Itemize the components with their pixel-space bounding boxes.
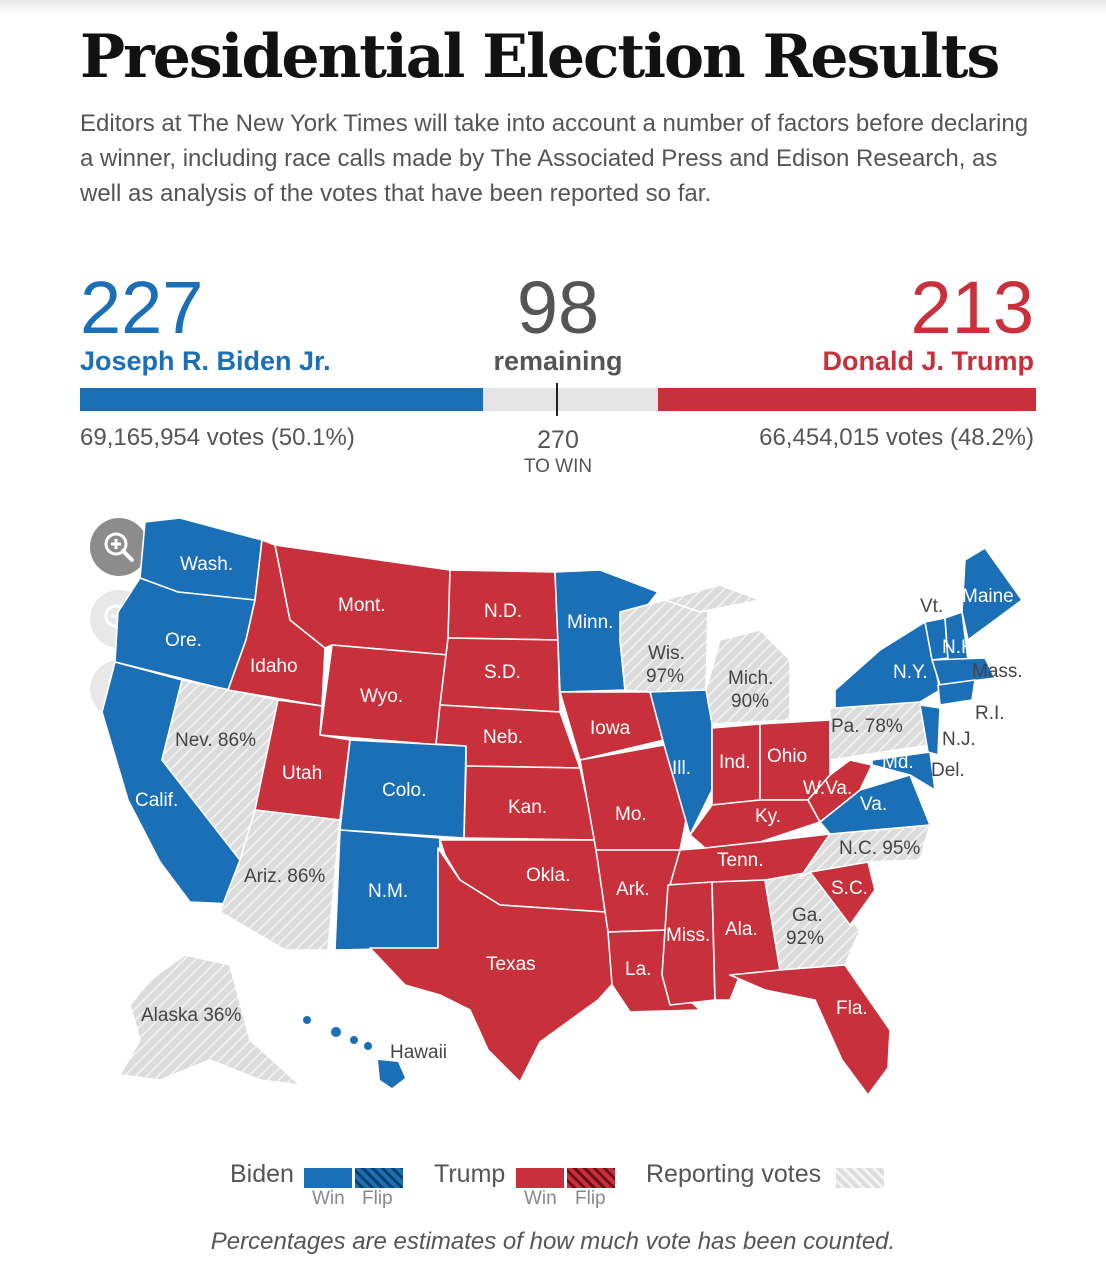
label-alaska: Alaska 36% bbox=[141, 1005, 241, 1026]
electoral-vote-bar bbox=[80, 383, 1036, 416]
label-mich-pct: 90% bbox=[731, 691, 769, 712]
state-texas[interactable] bbox=[369, 847, 626, 1083]
legend-biden-flip-label: Flip bbox=[362, 1188, 393, 1209]
label-pa: Pa. 78% bbox=[831, 716, 903, 737]
state-ariz[interactable] bbox=[219, 809, 341, 951]
label-ky: Ky. bbox=[755, 806, 781, 827]
label-miss: Miss. bbox=[666, 925, 710, 946]
map-legend: Biden Win Flip Trump Win Flip Reporting … bbox=[0, 1160, 1106, 1220]
label-texas: Texas bbox=[486, 954, 536, 975]
trump-popular-votes: 66,454,015 votes (48.2%) bbox=[759, 424, 1034, 451]
label-wyo: Wyo. bbox=[360, 686, 403, 707]
state-maine[interactable] bbox=[961, 547, 1023, 641]
remaining-electoral-votes: 98 bbox=[516, 266, 600, 349]
label-nc: N.C. 95% bbox=[839, 838, 920, 859]
legend-reporting-swatch bbox=[836, 1168, 884, 1188]
trump-bar-segment bbox=[657, 388, 1036, 411]
label-vt: Vt. bbox=[920, 596, 943, 617]
label-kan: Kan. bbox=[508, 797, 547, 818]
zoom-in-button[interactable] bbox=[90, 518, 148, 576]
label-tenn: Tenn. bbox=[717, 850, 763, 871]
label-hawaii: Hawaii bbox=[390, 1042, 447, 1063]
label-iowa: Iowa bbox=[590, 718, 631, 739]
state-mass[interactable] bbox=[931, 657, 996, 686]
state-md[interactable] bbox=[871, 751, 936, 791]
label-ri: R.I. bbox=[975, 703, 1005, 724]
us-map: Wash. Ore. Calif. Idaho Nev. 86% Mont. W… bbox=[101, 517, 1023, 1096]
label-ore: Ore. bbox=[165, 630, 202, 651]
label-utah: Utah bbox=[282, 763, 322, 784]
270-marker bbox=[556, 383, 558, 416]
label-mont: Mont. bbox=[338, 595, 386, 616]
label-ariz: Ariz. 86% bbox=[244, 866, 325, 887]
label-colo: Colo. bbox=[382, 780, 426, 801]
state-miss[interactable] bbox=[661, 881, 716, 1006]
biden-bar-segment bbox=[80, 388, 484, 411]
label-wash: Wash. bbox=[180, 554, 233, 575]
legend-trump-flip-swatch bbox=[567, 1168, 615, 1188]
state-hawaii[interactable] bbox=[303, 1016, 405, 1088]
legend-biden-flip-swatch bbox=[355, 1168, 403, 1188]
legend-trump-win-label: Win bbox=[524, 1188, 557, 1209]
label-nd: N.D. bbox=[484, 601, 522, 622]
top-shadow bbox=[0, 0, 1106, 14]
label-sd: S.D. bbox=[484, 662, 521, 683]
trump-electoral-votes: 213 bbox=[910, 266, 1034, 349]
label-mass: Mass. bbox=[972, 661, 1023, 682]
label-maine: Maine bbox=[962, 586, 1014, 607]
label-mo: Mo. bbox=[615, 804, 647, 825]
page-title: Presidential Election Results bbox=[80, 22, 1000, 92]
label-idaho: Idaho bbox=[250, 656, 298, 677]
label-wva: W.Va. bbox=[803, 778, 852, 799]
label-del: Del. bbox=[931, 760, 965, 781]
label-la: La. bbox=[625, 959, 651, 980]
label-wis-pct: 97% bbox=[646, 666, 684, 687]
label-ny: N.Y. bbox=[893, 662, 928, 683]
label-fla: Fla. bbox=[836, 998, 868, 1019]
page-description: Editors at The New York Times will take … bbox=[80, 110, 1029, 207]
biden-name: Joseph R. Biden Jr. bbox=[80, 346, 331, 376]
label-wis-name: Wis. bbox=[648, 643, 685, 664]
to-win-value: 270 bbox=[537, 426, 579, 454]
label-ark: Ark. bbox=[616, 879, 650, 900]
label-calif: Calif. bbox=[135, 790, 178, 811]
state-fla[interactable] bbox=[729, 964, 891, 1096]
to-win-label: TO WIN bbox=[523, 456, 593, 477]
legend-trump-win-swatch bbox=[516, 1168, 564, 1188]
label-neb: Neb. bbox=[483, 727, 523, 748]
label-ala: Ala. bbox=[725, 919, 758, 940]
biden-electoral-votes: 227 bbox=[80, 266, 204, 349]
legend-trump-flip-label: Flip bbox=[575, 1188, 606, 1209]
label-mich-name: Mich. bbox=[728, 668, 773, 689]
label-ind: Ind. bbox=[719, 752, 751, 773]
label-nm: N.M. bbox=[368, 881, 408, 902]
legend-biden-win-label: Win bbox=[312, 1188, 345, 1209]
state-mo[interactable] bbox=[579, 744, 691, 851]
zoom-in-icon bbox=[104, 532, 134, 562]
state-nj[interactable] bbox=[919, 704, 941, 756]
legend-trump-label: Trump bbox=[434, 1160, 506, 1188]
label-ga-name: Ga. bbox=[792, 905, 823, 926]
biden-popular-votes: 69,165,954 votes (50.1%) bbox=[80, 424, 355, 451]
label-ga-pct: 92% bbox=[786, 928, 824, 949]
state-alaska[interactable] bbox=[119, 954, 301, 1086]
label-nh: N.H. bbox=[942, 637, 980, 658]
label-nj: N.J. bbox=[942, 729, 976, 750]
legend-biden-win-swatch bbox=[304, 1168, 352, 1188]
label-va: Va. bbox=[860, 794, 887, 815]
label-ill: Ill. bbox=[672, 758, 691, 779]
footnote: Percentages are estimates of how much vo… bbox=[210, 1228, 896, 1255]
state-ct-ri[interactable] bbox=[937, 679, 976, 706]
legend-biden-label: Biden bbox=[230, 1160, 294, 1188]
trump-name: Donald J. Trump bbox=[822, 346, 1034, 376]
label-minn: Minn. bbox=[567, 612, 613, 633]
remaining-label: remaining bbox=[493, 346, 623, 376]
label-ohio: Ohio bbox=[767, 746, 807, 767]
label-nev: Nev. 86% bbox=[175, 730, 256, 751]
label-md: Md. bbox=[882, 752, 914, 773]
label-sc: S.C. bbox=[831, 878, 868, 899]
label-okla: Okla. bbox=[526, 865, 570, 886]
legend-reporting-label: Reporting votes bbox=[646, 1160, 822, 1188]
